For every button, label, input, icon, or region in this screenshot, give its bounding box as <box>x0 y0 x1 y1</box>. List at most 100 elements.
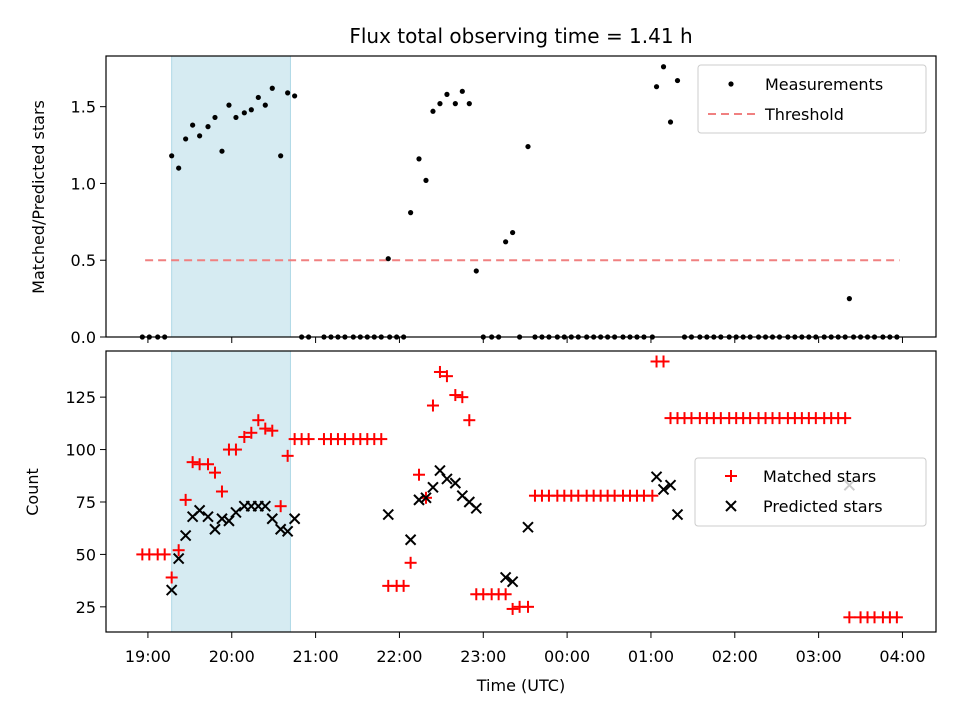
measurement-point <box>408 210 414 216</box>
measurement-point <box>169 153 175 159</box>
matched-star-point <box>158 548 171 561</box>
matched-star-point <box>440 370 453 383</box>
predicted-star-point <box>281 525 294 538</box>
measurement-point <box>653 84 660 90</box>
matched-star-point <box>274 500 287 513</box>
matched-star-point <box>463 414 476 427</box>
measurement-point <box>466 101 472 107</box>
predicted-star-point <box>441 473 453 485</box>
matched-star-point <box>259 422 272 435</box>
predicted-star-point <box>499 571 512 584</box>
y-tick-label: 25 <box>76 598 96 617</box>
predicted-star-point <box>664 479 677 491</box>
top-shaded-span <box>171 55 291 338</box>
legend-measurements-marker <box>728 81 734 87</box>
x-tick-label: 21:00 <box>293 647 339 666</box>
predicted-star-point <box>202 510 214 523</box>
predicted-star-point <box>172 552 185 565</box>
measurement-point <box>385 256 391 262</box>
bottom-y-ticks: 25 50 75 100 125 <box>65 388 106 617</box>
matched-star-point <box>172 544 185 557</box>
measurement-point <box>197 133 203 139</box>
matched-star-point <box>208 466 221 479</box>
matched-star-point <box>281 449 294 462</box>
top-legend-box <box>697 64 927 134</box>
predicted-star-point <box>470 502 482 514</box>
measurement-point <box>510 229 516 236</box>
predicted-star-point <box>266 513 278 525</box>
predicted-star-point <box>413 494 425 506</box>
predicted-star-point <box>427 481 439 494</box>
predicted-star-point <box>449 477 462 489</box>
bottom-x-ticks: 19:00 20:00 21:00 22:00 23:00 00:00 01:00 02:00… <box>125 632 926 666</box>
x-tick-label: 03:00 <box>796 647 842 666</box>
y-tick-label: 1.0 <box>71 174 96 193</box>
measurement-point <box>525 143 531 150</box>
measurement-point <box>190 122 196 128</box>
measurement-point <box>473 268 479 274</box>
measurement-point <box>667 119 674 125</box>
matched-star-point <box>186 456 199 469</box>
top-plot-frame <box>105 55 937 338</box>
bottom-shaded-span <box>171 350 291 633</box>
top-y-ticks: 0.0 0.5 1.0 1.5 <box>71 98 106 347</box>
measurement-point <box>444 91 450 97</box>
predicted-star-point <box>209 523 221 535</box>
matched-star-point <box>238 430 251 443</box>
matched-star-point <box>499 588 512 601</box>
x-tick-label: 00:00 <box>544 647 590 666</box>
matched-star-point <box>426 399 439 412</box>
matched-star-point <box>843 611 856 624</box>
matched-star-point <box>657 355 670 368</box>
bottom-y-axis-label: Count <box>23 468 42 516</box>
matched-star-point <box>165 571 178 584</box>
x-tick-label: 02:00 <box>712 647 758 666</box>
matched-star-point <box>890 611 903 624</box>
measurement-point <box>205 124 211 130</box>
measurement-point <box>255 94 261 101</box>
predicted-star-point <box>165 584 178 596</box>
predicted-star-point <box>274 523 287 535</box>
matched-star-point <box>456 391 469 404</box>
matched-star-point <box>506 602 519 615</box>
predicted-star-point <box>404 534 417 546</box>
top-legend: Measurements Threshold <box>697 64 927 134</box>
measurement-point <box>459 88 465 94</box>
matched-star-point <box>404 556 417 569</box>
measurement-point <box>416 156 422 162</box>
measurement-point <box>437 101 443 107</box>
measurement-point <box>233 114 239 121</box>
matched-star-point <box>646 489 659 502</box>
matched-star-point <box>179 493 192 506</box>
measurement-point <box>423 177 429 183</box>
predicted-star-point <box>420 492 432 504</box>
predicted-star-point <box>522 521 534 533</box>
bottom-legend-box <box>694 457 927 527</box>
x-tick-label: 20:00 <box>209 647 255 666</box>
measurement-point <box>452 101 458 107</box>
matched-star-point <box>229 443 242 456</box>
y-tick-label: 0.0 <box>71 328 96 347</box>
x-tick-label: 23:00 <box>460 647 506 666</box>
measurement-point <box>176 165 182 171</box>
matched-star-point <box>266 424 279 437</box>
y-tick-label: 100 <box>65 441 96 460</box>
legend-predicted-marker <box>725 500 737 512</box>
bottom-legend: Matched stars Predicted stars <box>694 457 927 527</box>
matched-star-point <box>375 433 388 446</box>
y-tick-label: 50 <box>76 545 96 564</box>
predicted-star-point <box>193 504 206 517</box>
matched-star-point <box>302 433 315 446</box>
measurement-point <box>262 102 268 108</box>
matched-star-point <box>215 485 228 498</box>
legend-predicted-label: Predicted stars <box>763 497 883 516</box>
x-tick-label: 19:00 <box>125 647 171 666</box>
measurement-point <box>241 110 247 116</box>
matched-star-point <box>412 468 425 481</box>
y-tick-label: 75 <box>76 493 96 512</box>
predicted-star-point <box>506 575 519 588</box>
matched-star-point <box>839 412 852 425</box>
measurement-point <box>183 136 189 142</box>
measurement-point <box>430 108 436 114</box>
